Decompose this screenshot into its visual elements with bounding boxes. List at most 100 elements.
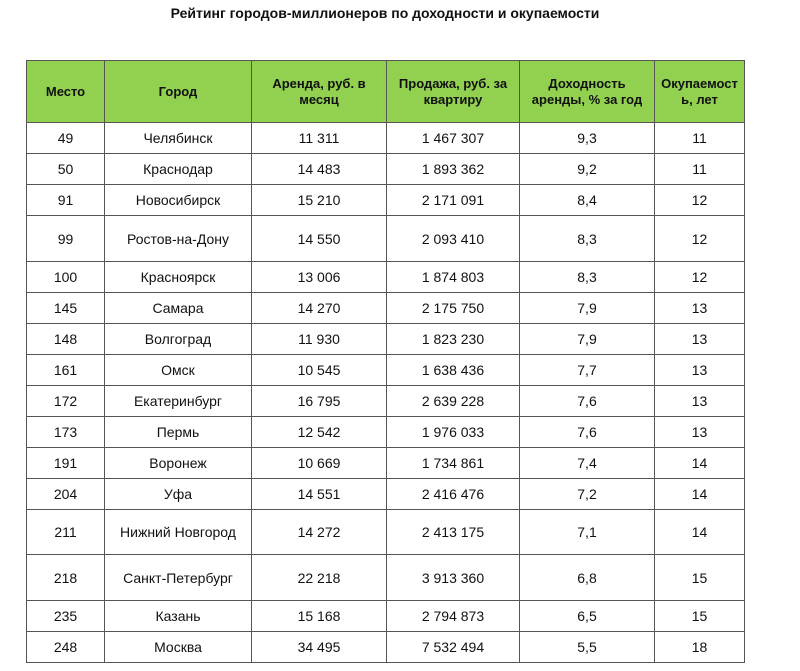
table-cell: 1 893 362: [386, 153, 520, 185]
table-cell: 10 545: [251, 354, 387, 386]
table-cell: 18: [654, 631, 745, 663]
table-cell: 9,2: [519, 153, 655, 185]
table-cell: Челябинск: [104, 122, 252, 154]
table-cell: 218: [26, 554, 105, 601]
table-cell: 100: [26, 261, 105, 293]
table-cell: Красноярск: [104, 261, 252, 293]
table-cell: Казань: [104, 600, 252, 632]
table-row: 91 Новосибирск 15 210 2 171 091 8,4 12: [26, 184, 745, 216]
table-cell: 49: [26, 122, 105, 154]
table-row: 161 Омск 10 545 1 638 436 7,7 13: [26, 354, 745, 386]
table-cell: 1 638 436: [386, 354, 520, 386]
table-cell: Краснодар: [104, 153, 252, 185]
table-cell: 145: [26, 292, 105, 324]
table-cell: 2 175 750: [386, 292, 520, 324]
table-cell: Нижний Новгород: [104, 509, 252, 555]
table-cell: 14 483: [251, 153, 387, 185]
table-cell: 8,3: [519, 261, 655, 293]
table-cell: 148: [26, 323, 105, 355]
table-cell: 11 311: [251, 122, 387, 154]
table-row: 211 Нижний Новгород 14 272 2 413 175 7,1 14: [26, 509, 745, 555]
table-cell: 1 976 033: [386, 416, 520, 448]
table-cell: 13: [654, 292, 745, 324]
table-cell: 8,4: [519, 184, 655, 216]
table-cell: 22 218: [251, 554, 387, 601]
table-cell: 204: [26, 478, 105, 510]
table-row: 204 Уфа 14 551 2 416 476 7,2 14: [26, 478, 745, 510]
table-cell: 191: [26, 447, 105, 479]
table-cell: 14: [654, 447, 745, 479]
table-cell: 14 550: [251, 215, 387, 262]
header-cell: Место: [26, 60, 105, 123]
table-cell: 34 495: [251, 631, 387, 663]
table-cell: 6,8: [519, 554, 655, 601]
header-cell: Аренда, руб. в месяц: [251, 60, 387, 123]
table-cell: 7,6: [519, 385, 655, 417]
table-cell: 14 270: [251, 292, 387, 324]
table-row: 145 Самара 14 270 2 175 750 7,9 13: [26, 292, 745, 324]
table-row: 148 Волгоград 11 930 1 823 230 7,9 13: [26, 323, 745, 355]
table-cell: Ростов-на-Дону: [104, 215, 252, 262]
table-cell: 13: [654, 385, 745, 417]
table-cell: 13: [654, 354, 745, 386]
table-cell: 8,3: [519, 215, 655, 262]
table-cell: 248: [26, 631, 105, 663]
title: Рейтинг городов-миллионеров по доходност…: [170, 5, 600, 21]
table-cell: 1 874 803: [386, 261, 520, 293]
table-cell: 10 669: [251, 447, 387, 479]
table-cell: 12 542: [251, 416, 387, 448]
table-row: 218 Санкт-Петербург 22 218 3 913 360 6,8 15: [26, 554, 745, 601]
table-cell: 3 913 360: [386, 554, 520, 601]
table-cell: 50: [26, 153, 105, 185]
table-cell: 7,9: [519, 292, 655, 324]
table-cell: 1 734 861: [386, 447, 520, 479]
table-cell: 172: [26, 385, 105, 417]
table-cell: Москва: [104, 631, 252, 663]
table-cell: 1 823 230: [386, 323, 520, 355]
table-cell: 12: [654, 215, 745, 262]
table-cell: 14 551: [251, 478, 387, 510]
table-cell: 7 532 494: [386, 631, 520, 663]
table-cell: 13: [654, 323, 745, 355]
table-cell: 7,4: [519, 447, 655, 479]
table-cell: 14: [654, 509, 745, 555]
table-row: 50 Краснодар 14 483 1 893 362 9,2 11: [26, 153, 745, 185]
table-cell: Пермь: [104, 416, 252, 448]
table-cell: 12: [654, 184, 745, 216]
table-cell: 16 795: [251, 385, 387, 417]
header-cell: Продажа, руб. за квартиру: [386, 60, 520, 123]
table-cell: 211: [26, 509, 105, 555]
table-row: 49 Челябинск 11 311 1 467 307 9,3 11: [26, 122, 745, 154]
table-cell: 15 168: [251, 600, 387, 632]
table-row: 99 Ростов-на-Дону 14 550 2 093 410 8,3 12: [26, 215, 745, 262]
table-cell: 9,3: [519, 122, 655, 154]
table-cell: 2 794 873: [386, 600, 520, 632]
header-cell: Город: [104, 60, 252, 123]
table-cell: 11: [654, 122, 745, 154]
table-cell: 2 093 410: [386, 215, 520, 262]
table-cell: 99: [26, 215, 105, 262]
table-cell: Новосибирск: [104, 184, 252, 216]
table-cell: 15 210: [251, 184, 387, 216]
table-cell: 2 416 476: [386, 478, 520, 510]
table-cell: 13 006: [251, 261, 387, 293]
table-cell: 13: [654, 416, 745, 448]
table-cell: 7,7: [519, 354, 655, 386]
table-cell: 161: [26, 354, 105, 386]
header-row: Место Город Аренда, руб. в месяц Продажа, р…: [26, 60, 745, 123]
table-row: 235 Казань 15 168 2 794 873 6,5 15: [26, 600, 745, 632]
table-cell: Самара: [104, 292, 252, 324]
table-cell: 11: [654, 153, 745, 185]
table-cell: 7,1: [519, 509, 655, 555]
table-cell: 1 467 307: [386, 122, 520, 154]
table-cell: Уфа: [104, 478, 252, 510]
table-cell: 7,2: [519, 478, 655, 510]
table-cell: Омск: [104, 354, 252, 386]
table-cell: Воронеж: [104, 447, 252, 479]
table-cell: 2 639 228: [386, 385, 520, 417]
table-cell: 15: [654, 600, 745, 632]
table-cell: 5,5: [519, 631, 655, 663]
table-row: 191 Воронеж 10 669 1 734 861 7,4 14: [26, 447, 745, 479]
table-cell: 7,9: [519, 323, 655, 355]
